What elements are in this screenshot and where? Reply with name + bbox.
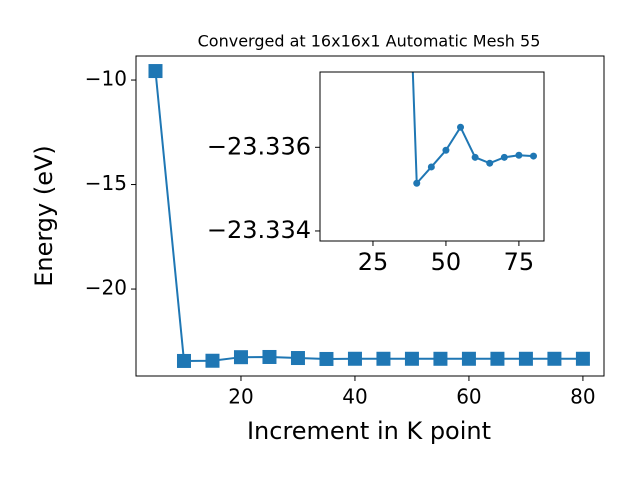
x-tick-label: 50	[431, 248, 462, 276]
plot-content	[411, 72, 537, 187]
y-tick-label: −23.334	[207, 216, 311, 244]
marker	[413, 179, 421, 187]
series-line	[411, 72, 534, 186]
marker	[433, 351, 448, 366]
marker	[515, 151, 523, 159]
y-tick-label: −10	[85, 67, 127, 91]
x-tick-label: 75	[504, 248, 535, 276]
y-axis-label: Energy (eV)	[30, 145, 58, 287]
x-axis-label: Increment in K point	[247, 417, 491, 445]
marker	[427, 163, 435, 171]
marker	[500, 153, 508, 161]
axes-frame	[319, 71, 545, 242]
marker	[471, 153, 479, 161]
y-tick-label: −23.336	[207, 132, 311, 160]
marker	[347, 351, 362, 366]
marker	[290, 351, 305, 366]
y-tick-label: −20	[85, 276, 127, 300]
y-tick-label: −15	[85, 171, 127, 195]
axes-frame	[135, 55, 605, 377]
x-tick-label: 25	[358, 248, 389, 276]
x-tick-label: 80	[570, 385, 595, 409]
marker	[176, 353, 191, 368]
x-tick-label: 40	[342, 385, 367, 409]
marker	[442, 146, 450, 154]
marker	[319, 351, 334, 366]
chart-title: Converged at 16x16x1 Automatic Mesh 55	[198, 32, 541, 51]
marker	[486, 159, 494, 167]
marker	[404, 351, 419, 366]
marker	[575, 351, 590, 366]
marker	[233, 350, 248, 365]
marker	[148, 64, 163, 79]
marker	[205, 353, 220, 368]
marker	[461, 351, 476, 366]
marker	[529, 152, 537, 160]
marker	[457, 123, 465, 131]
x-tick-label: 60	[456, 385, 481, 409]
marker	[490, 351, 505, 366]
marker	[547, 351, 562, 366]
x-tick-label: 20	[228, 385, 253, 409]
plot-content	[148, 64, 590, 368]
marker	[262, 349, 277, 364]
series-line	[154, 70, 583, 362]
marker	[518, 351, 533, 366]
marker	[376, 351, 391, 366]
